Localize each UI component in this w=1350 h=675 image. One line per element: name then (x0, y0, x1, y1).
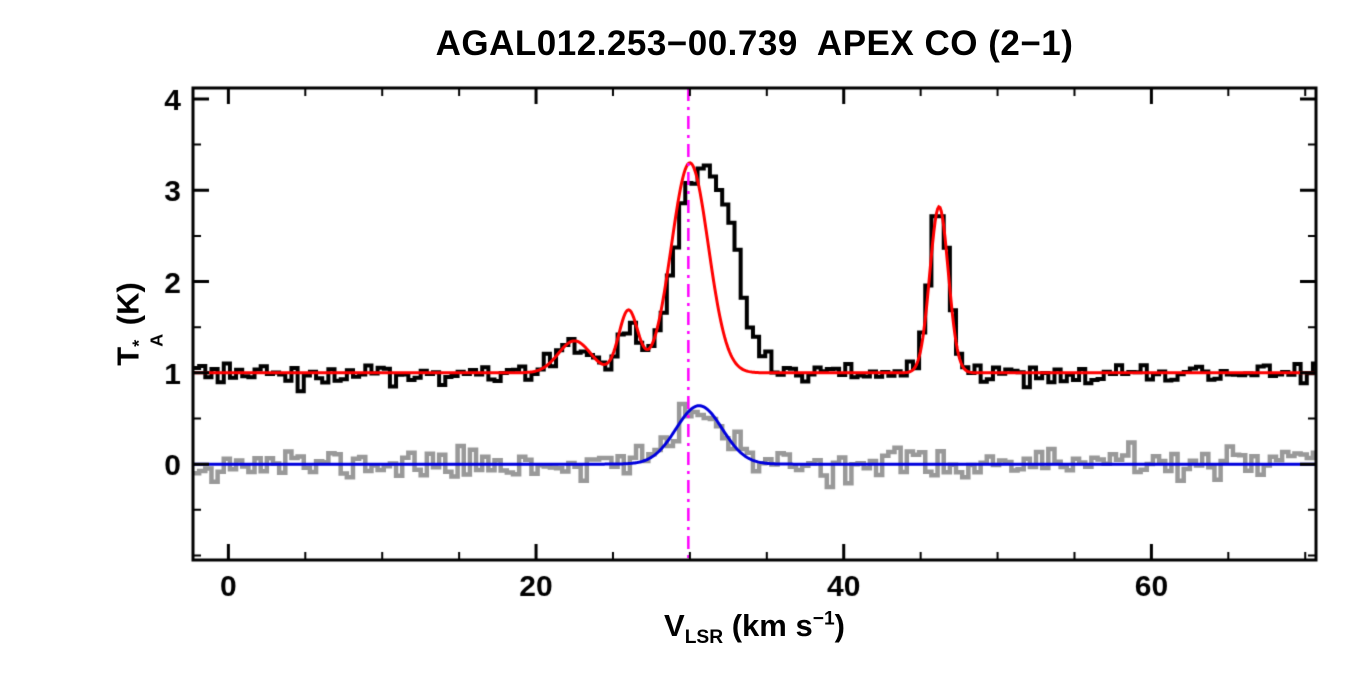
x-axis-label-base: V (664, 608, 685, 643)
x-axis-label-subscript: LSR (684, 627, 724, 649)
y-axis-label-subscript: A (146, 333, 167, 347)
x-axis-label-unit-suffix: ) (834, 608, 845, 643)
y-axis-label-superscript: * (128, 339, 149, 347)
plot-title: AGAL012.253−00.739 APEX CO (2−1) (435, 24, 1074, 63)
y-axis-label-unit: (K) (110, 282, 146, 334)
y-axis-label-scripts: * A (128, 333, 167, 347)
x-axis-label-superscript: −1 (812, 608, 835, 630)
y-axis-label-base: T (110, 346, 146, 366)
x-axis-label-unit-prefix: (km s (723, 608, 813, 643)
x-axis-label: VLSR (km s−1) (193, 608, 1316, 649)
y-axis-label: T * A (K) (110, 282, 167, 366)
